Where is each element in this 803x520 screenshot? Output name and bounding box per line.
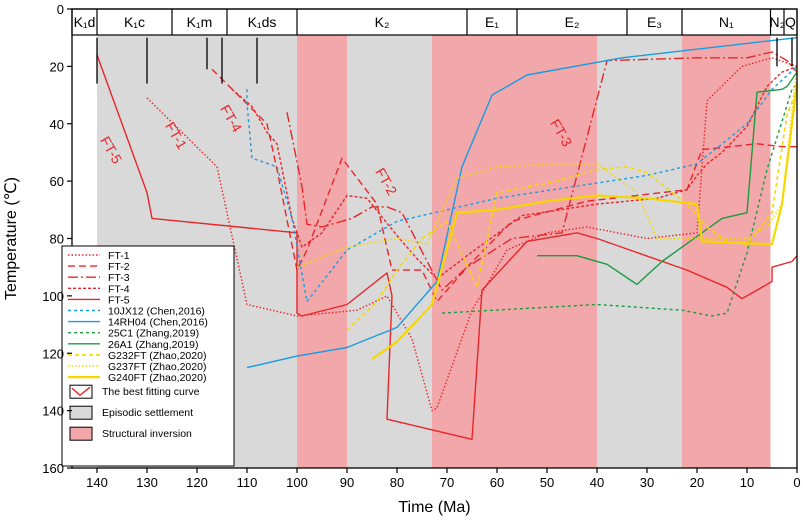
x-tick-label-70: 70 [440, 475, 454, 490]
legend-item-episodic-settlement: Episodic settlement [69, 405, 193, 420]
period-label-n: N₂ [769, 14, 785, 30]
x-tick-label-140: 140 [86, 475, 108, 490]
legend-item-the-best-fitting-curve-label: The best fitting curve [102, 386, 200, 398]
legend-item-25c1-zhang-2019: 25C1 (Zhang,2019) [68, 328, 199, 340]
legend-item-10jx12-chen-2016-label: 10JX12 (Chen,2016) [108, 306, 205, 318]
x-tick-label-50: 50 [540, 475, 554, 490]
series-10jx12-chen-2016 [246, 65, 798, 303]
legend-item-ft-4-label: FT-4 [108, 283, 130, 295]
legend-item-ft-2-label: FT-2 [108, 261, 130, 273]
x-tick-label-20: 20 [690, 475, 704, 490]
legend-item-14rh04-chen-2016: 14RH04 (Chen,2016) [68, 317, 208, 329]
x-tick-label-100: 100 [286, 475, 308, 490]
series-g232ft-zhao-2020 [346, 89, 798, 331]
legend-item-structural-inversion: Structural inversion [69, 426, 192, 441]
period-label-n: N₁ [719, 14, 734, 30]
legend-item-26a1-zhang-2019: 26A1 (Zhang,2019) [68, 339, 198, 351]
sample-markers [96, 37, 793, 84]
inversion-band-3 [682, 35, 771, 468]
legend-item-structural-inversion-label: Structural inversion [102, 428, 192, 440]
period-label-k-c: K₁c [124, 14, 145, 30]
legend-item-ft-4: FT-4 [68, 283, 130, 295]
x-tick-label-80: 80 [390, 475, 404, 490]
x-tick-label-10: 10 [740, 475, 754, 490]
period-label-k-m: K₁m [187, 14, 213, 30]
series-ft-4 [231, 65, 798, 280]
legend-item-g240ft-zhao-2020: G240FT (Zhao,2020) [68, 372, 206, 384]
settlement-band-2 [347, 35, 432, 468]
y-tick-label-40: 40 [50, 117, 64, 132]
data-curves [96, 37, 799, 440]
legend-item-the-best-fitting-curve-glyph [71, 386, 91, 397]
legend-item-the-best-fitting-curve: The best fitting curve [69, 384, 200, 399]
period-label-e: E₁ [485, 14, 499, 30]
legend-item-g237ft-zhao-2020: G237FT (Zhao,2020) [68, 361, 206, 373]
series-g237ft-zhao-2020 [296, 66, 798, 268]
y-tick-label-160: 160 [42, 461, 64, 476]
legend-item-g232ft-zhao-2020-label: G232FT (Zhao,2020) [108, 350, 206, 362]
y-tick-label-140: 140 [42, 404, 64, 419]
legend-item-25c1-zhang-2019-label: 25C1 (Zhang,2019) [108, 328, 199, 340]
legend-item-ft-5: FT-5 [68, 294, 130, 306]
legend-item-ft-3-label: FT-3 [108, 272, 130, 284]
series-g240ft-zhao-2020 [371, 83, 799, 360]
series-ft-3 [286, 51, 798, 291]
series-ft-5 [96, 54, 798, 440]
legend-item-g232ft-zhao-2020: G232FT (Zhao,2020) [68, 350, 206, 362]
period-label-q: Q [785, 14, 796, 30]
legend-item-14rh04-chen-2016-label: 14RH04 (Chen,2016) [108, 317, 208, 329]
y-tick-label-120: 120 [42, 346, 64, 361]
x-tick-label-120: 120 [186, 475, 208, 490]
x-axis-title: Time (Ma) [398, 499, 470, 516]
legend-item-ft-1: FT-1 [68, 250, 130, 262]
x-tick-label-110: 110 [237, 475, 258, 490]
y-tick-label-20: 20 [50, 59, 64, 74]
period-label-e: E₃ [647, 14, 662, 30]
period-label-k-d: K₁d [74, 14, 96, 30]
period-label-k: K₂ [375, 14, 390, 30]
period-label-e: E₂ [565, 14, 580, 30]
legend-item-ft-3: FT-3 [68, 272, 130, 284]
legend-item-episodic-settlement-swatch [69, 405, 93, 420]
period-label-k-ds: K₁ds [248, 14, 277, 30]
legend-item-g240ft-zhao-2020-label: G240FT (Zhao,2020) [108, 372, 206, 384]
geologic-period-bar: K₁d K₁c K₁m K₁ds K₂ E₁ E₂ E₃ N₁ N₂ Q [71, 8, 798, 36]
x-tick-label-30: 30 [640, 475, 654, 490]
x-tick-label-90: 90 [340, 475, 354, 490]
series-14rh04-chen-2016 [246, 37, 798, 369]
legend-item-10jx12-chen-2016: 10JX12 (Chen,2016) [68, 306, 205, 318]
legend-item-ft-5-label: FT-5 [108, 294, 130, 306]
x-tick-label-40: 40 [590, 475, 604, 490]
y-axis-title: Temperature (℃) [3, 177, 20, 300]
y-tick-label-0: 0 [57, 2, 64, 17]
legend-item-ft-2: FT-2 [68, 261, 130, 273]
y-tick-label-60: 60 [50, 174, 64, 189]
legend-item-ft-1-label: FT-1 [108, 250, 130, 262]
y-tick-label-100: 100 [42, 289, 64, 304]
inversion-band-2 [432, 35, 597, 468]
inversion-band-1 [297, 35, 347, 468]
background-bands [97, 35, 771, 468]
legend-item-structural-inversion-swatch [69, 426, 93, 441]
legend-item-the-best-fitting-curve-swatch [69, 384, 93, 399]
y-tick-label-80: 80 [50, 232, 64, 247]
axes: 140 130 120 110 100 90 80 70 60 50 40 30 20 10 0020406… [3, 2, 801, 516]
series-ft-2 [211, 68, 797, 303]
x-tick-label-130: 130 [136, 475, 158, 490]
series-26a1-zhang-2019 [537, 71, 798, 286]
legend-item-26a1-zhang-2019-label: 26A1 (Zhang,2019) [108, 339, 198, 351]
legend-item-episodic-settlement-label: Episodic settlement [102, 407, 193, 419]
period-bar-frame [71, 8, 798, 36]
legend-item-g237ft-zhao-2020-label: G237FT (Zhao,2020) [108, 361, 206, 373]
x-tick-label-60: 60 [490, 475, 504, 490]
settlement-band-3 [597, 35, 682, 468]
x-tick-label-0: 0 [793, 475, 800, 490]
